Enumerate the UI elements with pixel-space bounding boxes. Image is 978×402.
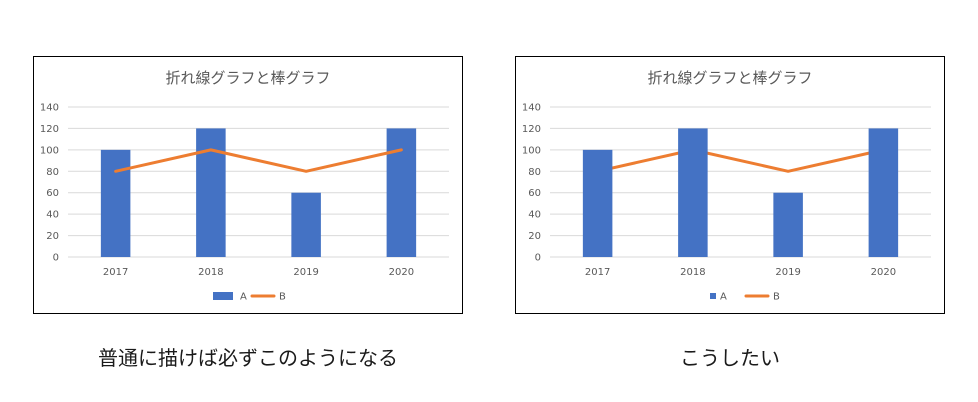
bar <box>100 149 131 257</box>
y-tick-label: 100 <box>522 145 541 156</box>
bar <box>582 149 613 257</box>
bar <box>386 128 417 257</box>
y-tick-label: 80 <box>46 167 59 178</box>
y-tick-label: 60 <box>46 188 59 199</box>
caption-default: 普通に描けば必ずこのようになる <box>98 346 398 370</box>
y-tick-label: 20 <box>528 231 541 242</box>
legend-label: A <box>720 292 727 303</box>
chart-title: 折れ線グラフと棒グラフ <box>647 69 812 87</box>
legend-marker-bar <box>213 292 233 300</box>
chart-title: 折れ線グラフと棒グラフ <box>165 69 330 87</box>
y-tick-label: 120 <box>522 124 541 135</box>
bar-series-A <box>582 128 899 257</box>
x-tick-label: 2018 <box>198 267 223 278</box>
gridlines <box>550 106 931 258</box>
bar <box>773 192 803 257</box>
y-tick-label: 100 <box>40 145 59 156</box>
y-tick-label: 80 <box>528 167 541 178</box>
x-tick-label: 2017 <box>103 267 128 278</box>
y-tick-label: 60 <box>528 188 541 199</box>
y-tick-label: 0 <box>53 253 59 264</box>
y-tick-label: 140 <box>40 103 59 114</box>
y-tick-label: 140 <box>522 103 541 114</box>
y-tick-label: 20 <box>46 231 59 242</box>
caption-desired: こうしたい <box>680 346 780 370</box>
x-tick-label: 2020 <box>389 267 414 278</box>
chart-svg-desired: 折れ線グラフと棒グラフ 0 20 40 60 80 100 120 140 2017 2018 201… <box>522 69 931 303</box>
x-tick-label: 2019 <box>775 267 800 278</box>
gridlines <box>68 106 449 258</box>
legend-label: B <box>773 292 780 303</box>
y-tick-label: 120 <box>40 124 59 135</box>
x-tick-label: 2020 <box>871 267 896 278</box>
x-tick-label: 2017 <box>585 267 610 278</box>
x-tick-label: 2018 <box>680 267 705 278</box>
bar <box>196 128 226 257</box>
bar <box>291 192 321 257</box>
y-tick-label: 0 <box>535 253 541 264</box>
legend-label: B <box>279 292 286 303</box>
legend-label: A <box>240 292 247 303</box>
y-tick-label: 40 <box>528 210 541 221</box>
x-tick-label: 2019 <box>293 267 318 278</box>
chart-panel-default: 折れ線グラフと棒グラフ 0 20 40 60 80 100 120 140 2017 2018 201… <box>33 56 463 314</box>
chart-panel-desired: 折れ線グラフと棒グラフ 0 20 40 60 80 100 120 140 2017 2018 201… <box>515 56 945 314</box>
line-series-B <box>596 148 885 173</box>
bar <box>678 128 708 257</box>
y-tick-label: 40 <box>46 210 59 221</box>
line-series-B <box>114 148 403 173</box>
chart-svg-default: 折れ線グラフと棒グラフ 0 20 40 60 80 100 120 140 2017 2018 201… <box>40 69 449 303</box>
bar <box>868 128 899 257</box>
legend-marker-bar <box>710 293 716 299</box>
